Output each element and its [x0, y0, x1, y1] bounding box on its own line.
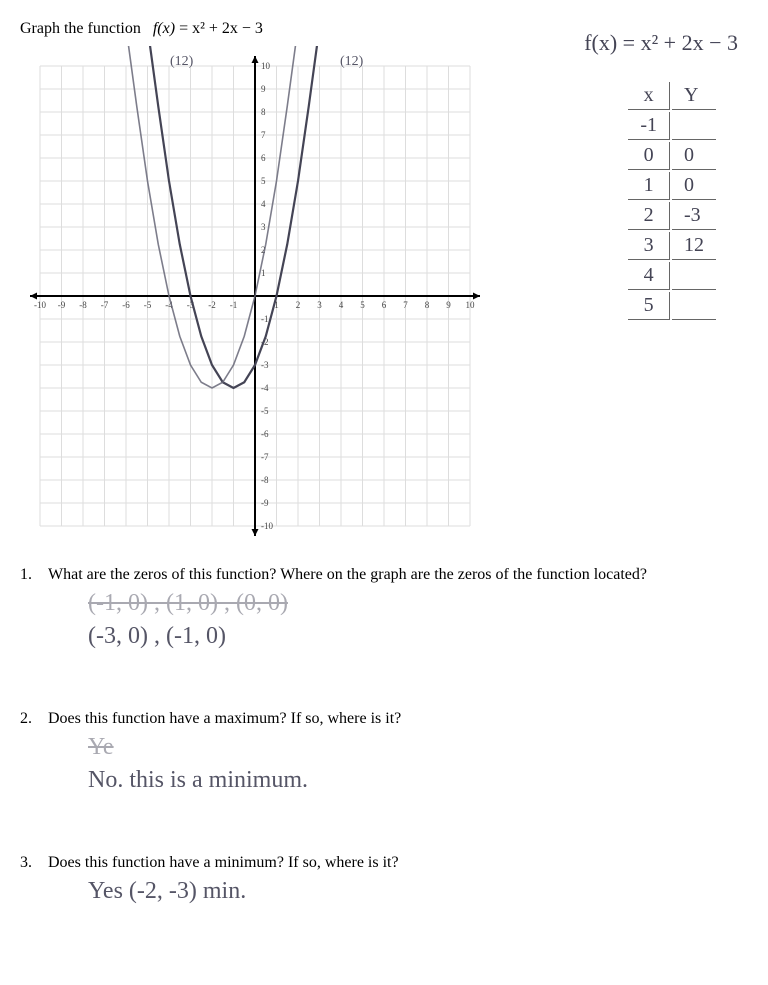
- svg-text:7: 7: [403, 300, 408, 310]
- curve-label-left: (12): [170, 54, 193, 70]
- svg-text:-4: -4: [261, 383, 269, 393]
- svg-text:-2: -2: [208, 300, 216, 310]
- question: 2.Does this function have a maximum? If …: [20, 710, 748, 794]
- svg-text:-8: -8: [79, 300, 87, 310]
- question-text: What are the zeros of this function? Whe…: [48, 566, 748, 584]
- svg-text:6: 6: [261, 153, 266, 163]
- svg-text:-7: -7: [261, 452, 269, 462]
- question-text: Does this function have a minimum? If so…: [48, 854, 748, 872]
- answer-scratched: Ye: [88, 734, 748, 761]
- question-number: 3.: [20, 854, 48, 905]
- svg-text:1: 1: [261, 268, 266, 278]
- question: 1.What are the zeros of this function? W…: [20, 566, 748, 650]
- table-row: -1: [628, 112, 716, 140]
- func-rhs: = x² + 2x − 3: [179, 20, 263, 37]
- svg-text:9: 9: [261, 84, 266, 94]
- question-number: 2.: [20, 710, 48, 794]
- svg-text:-6: -6: [122, 300, 130, 310]
- table-row: 5: [628, 292, 716, 320]
- svg-text:-6: -6: [261, 429, 269, 439]
- svg-text:3: 3: [261, 222, 266, 232]
- graph-area: -10 -9 -8 -7 -6 -5 -4 -3 -2 -1 1 2 3 4 5 6 7 8 9 10 -10 -9 -8 -…: [20, 46, 490, 546]
- table-row: 00: [628, 142, 716, 170]
- svg-text:-5: -5: [144, 300, 152, 310]
- svg-text:8: 8: [261, 107, 266, 117]
- svg-text:-1: -1: [261, 314, 269, 324]
- question-number: 1.: [20, 566, 48, 650]
- svg-text:-9: -9: [58, 300, 66, 310]
- svg-text:-8: -8: [261, 475, 269, 485]
- svg-text:4: 4: [261, 199, 266, 209]
- svg-text:6: 6: [382, 300, 387, 310]
- coordinate-grid: -10 -9 -8 -7 -6 -5 -4 -3 -2 -1 1 2 3 4 5 6 7 8 9 10 -10 -9 -8 -…: [20, 46, 490, 546]
- answer-handwritten: (-3, 0) , (-1, 0): [88, 623, 748, 650]
- svg-text:5: 5: [261, 176, 266, 186]
- svg-text:-7: -7: [101, 300, 109, 310]
- svg-text:-9: -9: [261, 498, 269, 508]
- answer-handwritten: No. this is a minimum.: [88, 767, 748, 794]
- table-row: 2-3: [628, 202, 716, 230]
- handwritten-equation: f(x) = x² + 2x − 3: [584, 30, 738, 56]
- func-lhs: f(x): [153, 20, 175, 37]
- svg-text:4: 4: [339, 300, 344, 310]
- prompt-lead: Graph the function: [20, 20, 141, 37]
- svg-text:-10: -10: [34, 300, 46, 310]
- svg-text:10: 10: [466, 300, 476, 310]
- curve-label-right: (12): [340, 54, 363, 70]
- table-row: 10: [628, 172, 716, 200]
- svg-text:-1: -1: [230, 300, 238, 310]
- question-text: Does this function have a maximum? If so…: [48, 710, 748, 728]
- svg-text:-3: -3: [261, 360, 269, 370]
- handwritten-xy-table: xY-100102-331245: [626, 80, 718, 322]
- table-header-y: Y: [672, 82, 716, 110]
- questions-section: 1.What are the zeros of this function? W…: [20, 566, 748, 905]
- svg-text:3: 3: [317, 300, 322, 310]
- table-row: 312: [628, 232, 716, 260]
- svg-text:2: 2: [296, 300, 301, 310]
- svg-text:-5: -5: [261, 406, 269, 416]
- svg-text:-10: -10: [261, 521, 273, 531]
- answer-scratched: (-1, 0) , (1, 0) , (0, 0): [88, 590, 748, 617]
- svg-text:8: 8: [425, 300, 430, 310]
- table-row: 4: [628, 262, 716, 290]
- svg-text:10: 10: [261, 61, 271, 71]
- svg-text:7: 7: [261, 130, 266, 140]
- question: 3.Does this function have a minimum? If …: [20, 854, 748, 905]
- svg-text:9: 9: [446, 300, 451, 310]
- svg-text:5: 5: [360, 300, 365, 310]
- table-header-x: x: [628, 82, 670, 110]
- answer-handwritten: Yes (-2, -3) min.: [88, 878, 748, 905]
